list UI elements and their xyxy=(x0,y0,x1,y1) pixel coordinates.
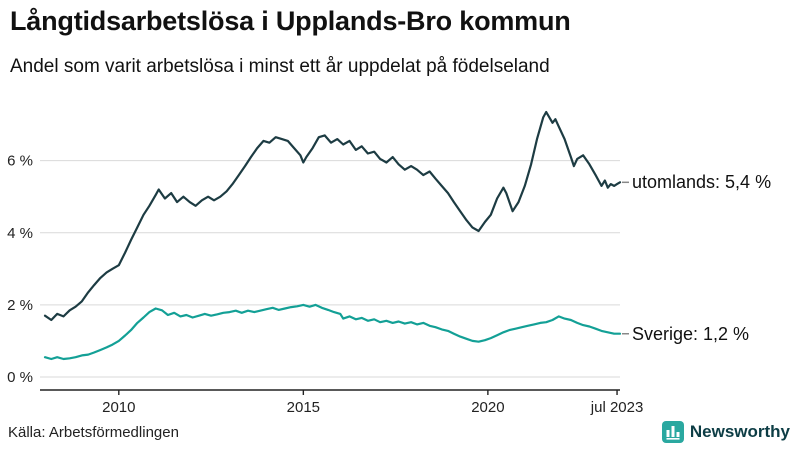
series-line-utomlands xyxy=(43,110,622,322)
chart-title: Långtidsarbetslösa i Upplands-Bro kommun xyxy=(10,6,571,36)
y-tick-label: 4 % xyxy=(7,225,33,242)
newsworthy-logo[interactable]: Newsworthy xyxy=(661,421,790,443)
series-label-sverige: Sverige: 1,2 % xyxy=(632,323,750,344)
y-tick-label: 2 % xyxy=(7,297,33,314)
series-label-utomlands: utomlands: 5,4 % xyxy=(632,172,772,193)
x-tick-label: jul 2023 xyxy=(590,399,644,416)
x-tick-label: 2015 xyxy=(287,399,320,416)
series-line-Sverige xyxy=(43,303,622,361)
chart-subtitle: Andel som varit arbetslösa i minst ett å… xyxy=(10,56,550,77)
y-tick-label: 6 % xyxy=(7,153,33,170)
source-note: Källa: Arbetsförmedlingen xyxy=(8,424,179,441)
newsworthy-wordmark: Newsworthy xyxy=(689,422,790,441)
y-tick-label: 0 % xyxy=(7,369,33,386)
x-tick-label: 2020 xyxy=(471,399,504,416)
newsworthy-logo-icon xyxy=(661,421,684,443)
x-tick-label: 2010 xyxy=(102,399,135,416)
